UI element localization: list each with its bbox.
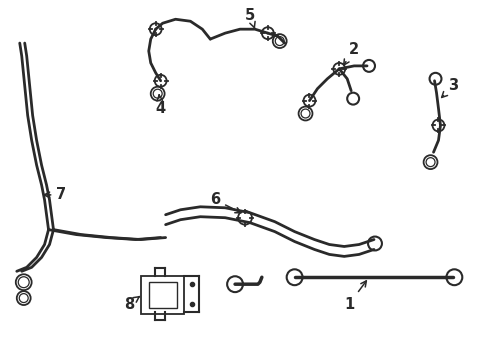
- Text: 6: 6: [210, 192, 241, 213]
- Text: 4: 4: [155, 95, 165, 116]
- Text: 2: 2: [343, 41, 359, 65]
- Text: 5: 5: [244, 8, 255, 28]
- Text: 3: 3: [441, 78, 458, 98]
- Text: 7: 7: [44, 188, 66, 202]
- Text: 8: 8: [123, 297, 139, 311]
- Bar: [141, 276, 184, 314]
- Bar: [148, 282, 176, 308]
- Text: 1: 1: [344, 281, 366, 311]
